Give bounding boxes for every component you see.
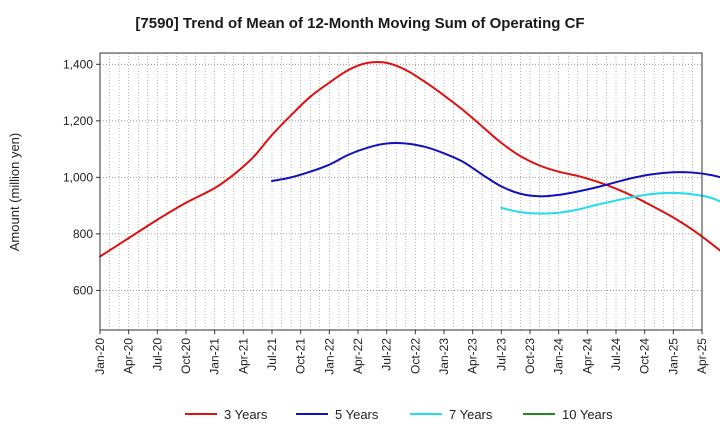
x-tick-label: Jan-25: [666, 338, 680, 375]
y-tick-label: 1,000: [63, 170, 93, 184]
x-tick-label: Jan-21: [208, 338, 222, 375]
chart-title: [7590] Trend of Mean of 12-Month Moving …: [135, 15, 584, 32]
x-tick-label: Jan-23: [437, 338, 451, 375]
x-tick-label: Oct-20: [179, 338, 193, 374]
series-group: [99, 61, 720, 258]
x-tick-label: Apr-24: [580, 338, 594, 374]
x-tick-label: Oct-23: [523, 338, 537, 374]
x-tick-label: Apr-21: [236, 338, 250, 374]
x-tick-label: Jan-24: [552, 338, 566, 375]
legend: 3 Years 5 Years 7 Years 10 Years: [185, 407, 613, 422]
x-tick-label: Apr-20: [122, 338, 136, 374]
series-line-3-years: [99, 61, 720, 258]
x-tick-label: Jul-24: [609, 338, 623, 371]
y-tick-label: 800: [73, 227, 93, 241]
x-tick-label: Oct-22: [408, 338, 422, 374]
y-tick-label: 600: [73, 283, 93, 297]
x-tick-labels: Jan-20 Apr-20 Jul-20 Oct-20 Jan-21 Apr-21 Jul-…: [93, 330, 709, 375]
x-tick-label: Jan-22: [322, 338, 336, 375]
x-tick-label: Jan-20: [93, 338, 107, 375]
plot-frame: [99, 52, 703, 331]
legend-label: 7 Years: [449, 407, 493, 422]
y-axis-label: Amount (million yen): [7, 133, 22, 252]
legend-label: 5 Years: [335, 407, 379, 422]
y-tick-labels: 600 800 1,000 1,200 1,400: [63, 57, 100, 297]
x-tick-label: Oct-24: [638, 338, 652, 374]
grid: [100, 53, 702, 330]
legend-label: 10 Years: [562, 407, 613, 422]
legend-label: 3 Years: [224, 407, 268, 422]
x-tick-label: Jul-23: [494, 338, 508, 371]
series-line-5-years: [271, 141, 720, 198]
y-tick-label: 1,400: [63, 57, 93, 71]
x-tick-label: Oct-21: [294, 338, 308, 374]
series-line-7-years: [500, 191, 720, 215]
x-tick-label: Apr-23: [466, 338, 480, 374]
x-tick-label: Apr-22: [351, 338, 365, 374]
y-tick-label: 1,200: [63, 114, 93, 128]
x-tick-label: Jul-21: [265, 338, 279, 371]
x-tick-label: Jul-22: [380, 338, 394, 371]
x-tick-label: Apr-25: [695, 338, 709, 374]
x-tick-label: Jul-20: [150, 338, 164, 371]
